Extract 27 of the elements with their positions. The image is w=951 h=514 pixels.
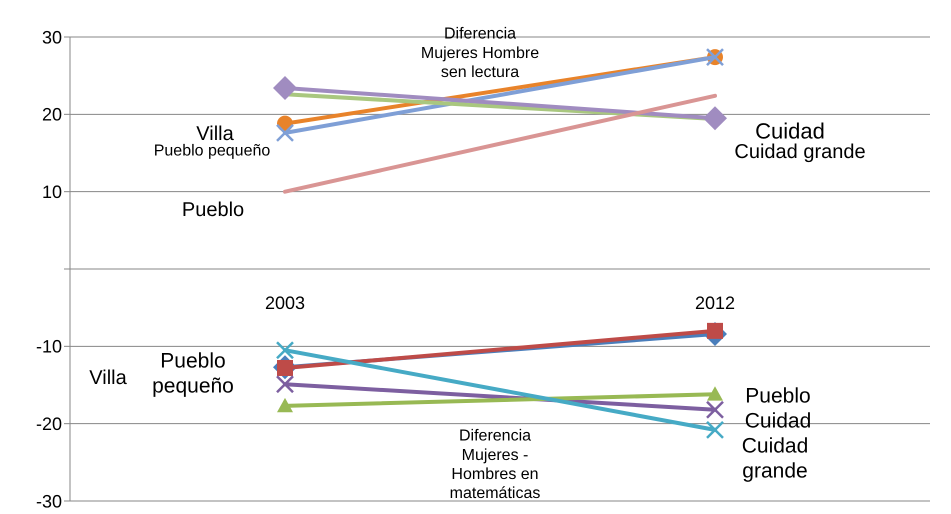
y-tick-label: 30 [42, 27, 62, 48]
point [276, 374, 294, 394]
y-tick-label: 10 [42, 182, 62, 202]
point [273, 76, 297, 100]
annotation: Diferencia Mujeres - Hombres en matemáticas [450, 428, 540, 502]
point [706, 400, 724, 419]
annotation: Pueblo [745, 384, 811, 408]
annotation: Diferencia Mujeres Hombre sen lectura [420, 26, 540, 81]
annotation: Villa [196, 123, 235, 145]
annotation: Villa [89, 367, 128, 389]
annotation: Cuidad grande [742, 434, 808, 483]
annotation: Cuidad [755, 118, 825, 144]
annotation: Pueblo [182, 199, 244, 221]
y-tick-label: 20 [42, 104, 62, 125]
annotation: Pueblo pequeño [152, 349, 234, 398]
point [703, 106, 727, 130]
annotation: Cuidad [744, 409, 812, 432]
point [276, 340, 294, 360]
point [706, 420, 724, 440]
point [276, 124, 294, 142]
x-tick-label: 2012 [694, 293, 736, 313]
annotation: Pueblo pequeño [154, 142, 270, 160]
annotation: Cuidad grande [734, 141, 866, 163]
y-tick-label: -30 [36, 491, 62, 512]
y-tick-label: -20 [36, 414, 62, 434]
x-tick-label: 2003 [264, 293, 306, 313]
y-tick-label: -10 [36, 336, 62, 357]
